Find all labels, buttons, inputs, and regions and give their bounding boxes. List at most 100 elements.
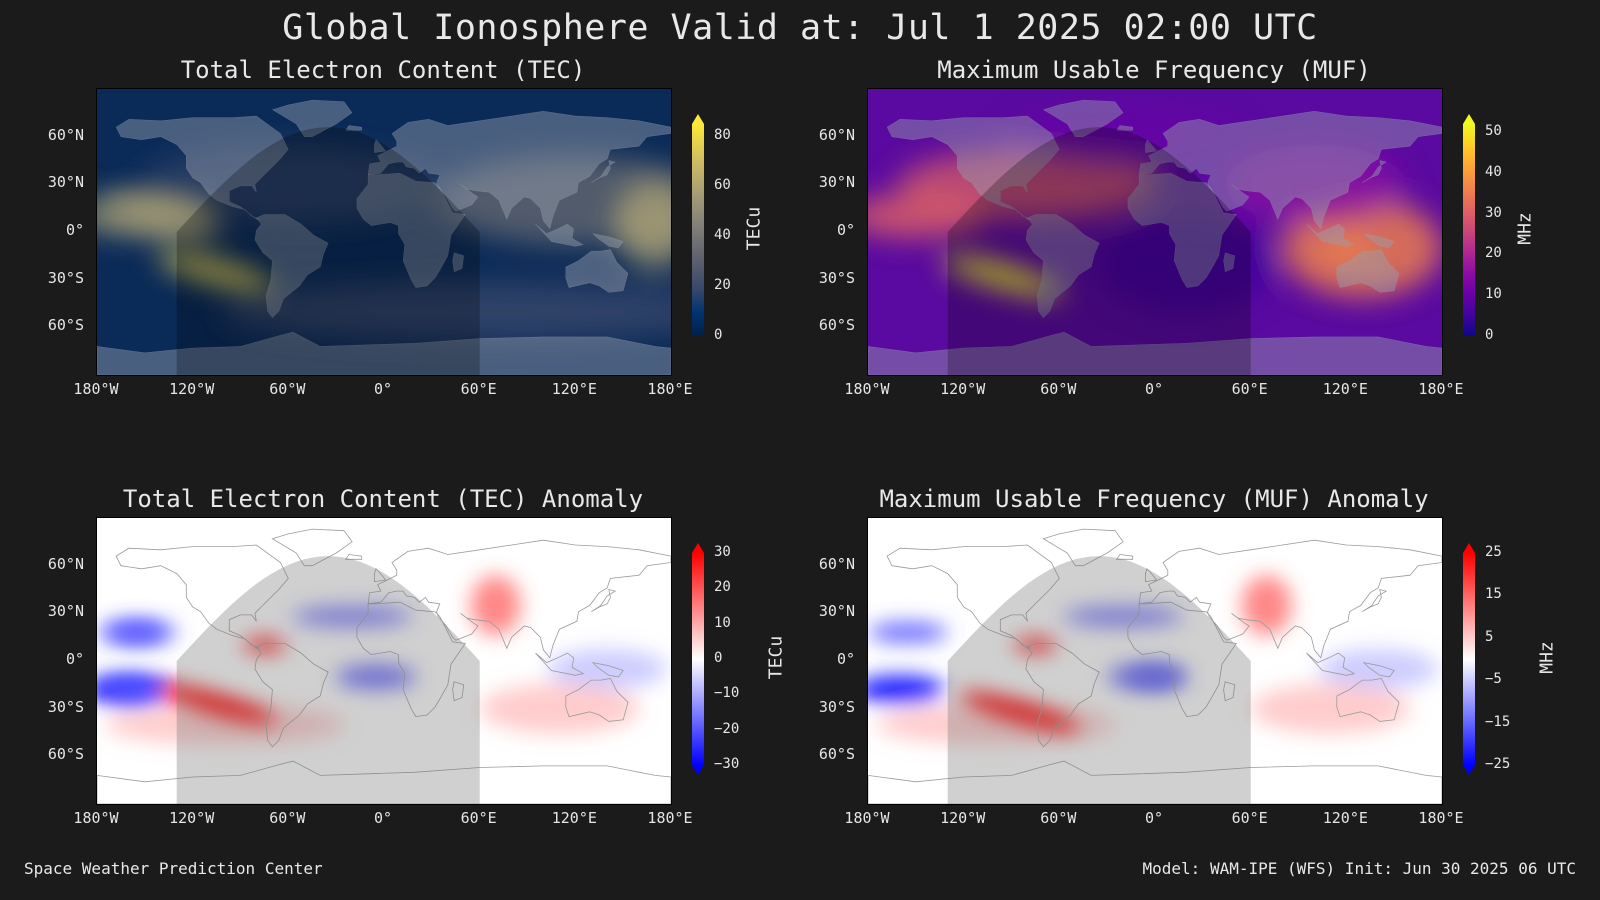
colorbar-tick-label: 60 [714,177,731,194]
continent-outline [254,643,329,748]
y-tick-label: 60°S [818,316,855,335]
colorbar-gradient [1463,553,1475,765]
continent-outline [1306,223,1356,247]
colorbar-extend-top [692,114,704,124]
y-tick-label: 30°S [818,697,855,716]
map-plot-2 [96,517,672,805]
x-tick-label: 180°E [647,809,693,827]
x-tick-label: 0° [373,809,393,827]
x-tick-label: 180°W [73,809,119,827]
colorbar-tick-label: 30 [1485,204,1502,221]
x-tick-label: 180°W [844,809,890,827]
colorbar-extend-top [692,543,704,553]
continent-outline [1336,249,1400,293]
x-tick-label: 180°E [1418,380,1464,398]
map-plot-0 [96,88,672,376]
x-tick-label: 0° [373,380,393,398]
continent-outline [356,172,466,288]
colorbar-tick-label: 15 [1485,586,1502,603]
continent-outline [1042,528,1124,567]
x-tick-label: 120°W [940,809,986,827]
continent-outline [1145,139,1158,153]
field-blob [336,664,417,689]
continent-outline [1306,652,1356,676]
colorbar-tick-label: 80 [714,127,731,144]
panel-title: Maximum Usable Frequency (MUF) [937,56,1371,84]
colorbar-tick-label: 10 [714,614,731,631]
map-svg [868,89,1442,375]
x-tick-label: 180°W [844,380,890,398]
y-tick-label: 60°N [47,125,84,144]
map-plot-1 [867,88,1443,376]
nightside-shade [176,127,480,375]
continent-outline [115,544,289,649]
continent-outline [344,554,363,560]
continent-outline [1138,539,1442,659]
continent-outline [886,544,1060,649]
continent-outline [1145,568,1158,583]
colorbar-tick-label: −30 [714,756,740,772]
field-feature [1318,237,1375,258]
x-tick-label: 120°E [1322,809,1368,827]
nightside-shade [947,127,1251,375]
x-tick-label: 0° [1144,380,1164,398]
continent-outline [1362,588,1388,613]
colorbar-tick-label: −25 [1485,756,1511,772]
colorbar [1463,114,1475,336]
x-tick-label: 120°E [551,380,597,398]
continent-outline [1362,160,1387,183]
field-blob [868,194,986,239]
footer-model-info: Model: WAM-IPE (WFS) Init: Jun 30 2025 0… [1142,859,1576,878]
colorbar-tick-label: 5 [1485,628,1494,645]
colorbar-tick-label: 30 [714,544,731,560]
field-blob [219,281,671,342]
field-feature [959,691,1080,732]
continent-outline [97,331,671,375]
colorbar-label: MHz [1514,212,1536,245]
x-tick-label: 60°E [1231,380,1268,398]
continent-outline [345,125,362,131]
y-tick-label: 0° [836,221,855,239]
colorbar-tick-label: 40 [714,227,731,244]
colorbar-gradient [692,553,704,765]
y-tick-label: 0° [65,221,84,239]
x-tick-label: 120°W [169,809,215,827]
continent-outline [1025,214,1100,319]
y-tick-label: 30°N [47,602,84,621]
colorbar-tick-label: 0 [714,327,723,343]
y-tick-label: 60°N [47,554,84,573]
continent-outline [97,760,671,804]
x-tick-label: 0° [1144,809,1164,827]
colorbar [692,114,704,336]
continent-outline [271,528,353,567]
x-tick-label: 120°W [169,380,215,398]
continent-outline [1223,252,1235,273]
x-tick-label: 60°W [1040,380,1077,398]
colorbar-tick-label: −20 [714,720,740,737]
continent-outline [367,539,671,659]
colorbar-tick-label: 40 [1485,163,1502,180]
y-tick-label: 30°S [47,268,84,287]
continent-outline [592,233,624,249]
colorbar-extend-top [1463,543,1475,553]
footer-credit: Space Weather Prediction Center [24,859,323,878]
x-tick-label: 60°E [460,380,497,398]
colorbar-extend-top [1463,114,1475,124]
field-feature [101,196,221,237]
x-tick-label: 60°W [1040,809,1077,827]
field-feature [943,256,1064,297]
y-tick-label: 30°N [818,173,855,192]
continent-outline [1362,661,1395,678]
field-blob [292,606,413,627]
y-tick-label: 60°N [818,554,855,573]
colorbar-tick-label: −10 [714,685,740,702]
x-tick-label: 60°W [269,380,306,398]
continent-outline [535,652,585,676]
x-tick-label: 120°E [551,809,597,827]
colorbar-tick-label: −5 [1485,671,1502,688]
colorbar-tick-label: 0 [714,650,723,666]
field-feature [108,622,165,643]
map-svg [97,518,671,804]
continent-outline [591,588,617,613]
continent-outline [356,601,467,718]
